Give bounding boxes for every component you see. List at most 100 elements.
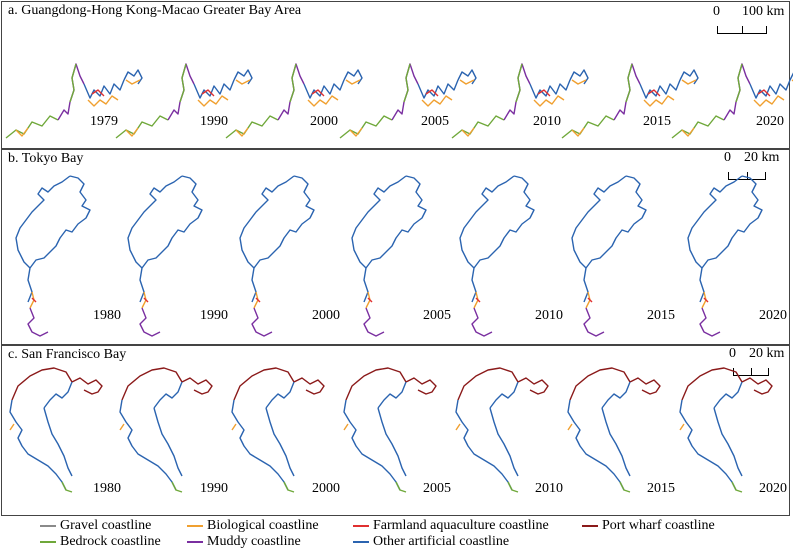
other-artificial-coastline-segment	[119, 399, 177, 491]
year-label: 2010	[535, 308, 563, 323]
port-wharf-coastline-segment	[181, 377, 213, 395]
farmland-coastline-segment	[255, 297, 261, 303]
port-wharf-coastline-segment	[11, 367, 73, 401]
biological-coastline-segment	[235, 127, 249, 137]
year-label: 1979	[90, 114, 118, 129]
bedrock-coastline-segment	[179, 63, 187, 103]
other-artificial-coastline-segment	[567, 399, 625, 491]
other-artificial-coastline-segment	[687, 175, 743, 269]
bedrock-coastline-segment	[339, 115, 393, 139]
year-label: 2015	[647, 308, 675, 323]
other-artificial-coastline-segment	[265, 407, 295, 477]
other-artificial-coastline-segment	[679, 69, 699, 85]
legend-label: Biological coastline	[207, 518, 319, 533]
panel-title: c. San Francisco Bay	[8, 347, 127, 362]
coastline-map	[571, 175, 647, 337]
coastline-map	[671, 63, 793, 139]
biological-coastline-segment	[15, 127, 29, 137]
coastline-map	[351, 175, 427, 337]
other-artificial-coastline-segment	[679, 399, 737, 491]
other-artificial-coastline-segment	[713, 381, 743, 409]
bedrock-coastline-segment	[451, 115, 505, 139]
legend-item-farmland: Farmland aquaculture coastline	[353, 518, 549, 534]
other-artificial-coastline-segment	[489, 381, 519, 409]
other-artificial-coastline-segment	[27, 175, 91, 303]
other-artificial-coastline-segment	[343, 69, 363, 85]
port-wharf-coastline-segment	[681, 367, 743, 401]
biological-coastline-segment	[571, 79, 587, 85]
coastline-map	[451, 63, 589, 139]
other-artificial-coastline-segment	[639, 79, 681, 99]
other-artificial-coastline-segment	[699, 175, 763, 303]
other-artificial-coastline-segment	[251, 175, 315, 303]
legend-swatch	[582, 525, 598, 527]
biological-coastline-segment	[681, 127, 695, 137]
muddy-coastline-segment	[57, 63, 85, 121]
bedrock-coastline-segment	[115, 115, 169, 139]
coastline-map	[343, 367, 437, 493]
biological-coastline-segment	[343, 423, 349, 431]
scale-end-label: 100 km	[742, 4, 785, 19]
farmland-coastline-segment	[757, 89, 771, 97]
coastline-map	[239, 175, 315, 337]
year-label: 2015	[647, 481, 675, 496]
legend-label: Bedrock coastline	[60, 534, 161, 549]
bedrock-coastline-segment	[671, 115, 725, 139]
bedrock-coastline-segment	[507, 481, 519, 493]
muddy-coastline-segment	[471, 307, 493, 337]
bedrock-coastline-segment	[735, 63, 743, 103]
port-wharf-coastline-segment	[345, 367, 407, 401]
legend-label: Farmland aquaculture coastline	[373, 518, 549, 533]
biological-coastline-segment	[455, 423, 461, 431]
bedrock-coastline-segment	[395, 481, 407, 493]
year-label: 1990	[200, 308, 228, 323]
year-label: 2000	[310, 114, 338, 129]
port-wharf-coastline-segment	[517, 377, 549, 395]
coastline-map	[225, 63, 363, 139]
port-wharf-coastline-segment	[71, 377, 103, 395]
coastline-map	[339, 63, 477, 139]
bedrock-coastline-segment	[619, 481, 631, 493]
biological-coastline-segment	[235, 79, 251, 85]
port-wharf-coastline-segment	[405, 377, 437, 395]
other-artificial-coastline-segment	[529, 79, 571, 99]
other-artificial-coastline-segment	[193, 79, 235, 99]
legend-swatch	[353, 525, 369, 527]
other-artificial-coastline-segment	[343, 399, 401, 491]
farmland-coastline-segment	[587, 297, 593, 303]
year-label: 2020	[759, 308, 787, 323]
panel-gba: a. Guangdong-Hong Kong-Macao Greater Bay…	[1, 1, 793, 149]
panel-tokyo: b. Tokyo Bay 0 20 km 1980 1990 2000 2005 201…	[1, 149, 790, 345]
year-label: 2020	[756, 114, 784, 129]
other-artificial-coastline-segment	[569, 69, 589, 85]
biological-coastline-segment	[125, 79, 141, 85]
panel-title: a. Guangdong-Hong Kong-Macao Greater Bay…	[8, 3, 302, 18]
muddy-coastline-segment	[699, 307, 721, 337]
bedrock-coastline-segment	[289, 63, 297, 103]
coastline-map	[561, 63, 699, 139]
coastline-map	[455, 367, 549, 493]
year-label: 2015	[643, 114, 671, 129]
port-wharf-coastline-segment	[741, 377, 773, 395]
coastline-map	[679, 367, 773, 493]
port-wharf-coastline-segment	[457, 367, 519, 401]
scale-bar: 0 100 km	[713, 4, 784, 36]
legend-label: Muddy coastline	[207, 534, 301, 549]
legend-swatch	[187, 541, 203, 543]
other-artificial-coastline-segment	[713, 407, 743, 477]
coastline-map	[687, 175, 763, 337]
other-artificial-coastline-segment	[123, 69, 143, 85]
farmland-coastline-segment	[647, 89, 661, 97]
other-artificial-coastline-segment	[459, 175, 515, 269]
year-label: 2010	[533, 114, 561, 129]
farmland-coastline-segment	[367, 297, 373, 303]
biological-coastline-segment	[643, 95, 675, 107]
other-artificial-coastline-segment	[43, 381, 73, 409]
other-artificial-coastline-segment	[43, 407, 73, 477]
scale-zero-label: 0	[729, 346, 736, 361]
coastline-map	[567, 367, 661, 493]
biological-coastline-segment	[231, 423, 237, 431]
legend-swatch	[353, 541, 369, 543]
biological-coastline-segment	[119, 423, 125, 431]
scale-end-label: 20 km	[749, 346, 785, 361]
